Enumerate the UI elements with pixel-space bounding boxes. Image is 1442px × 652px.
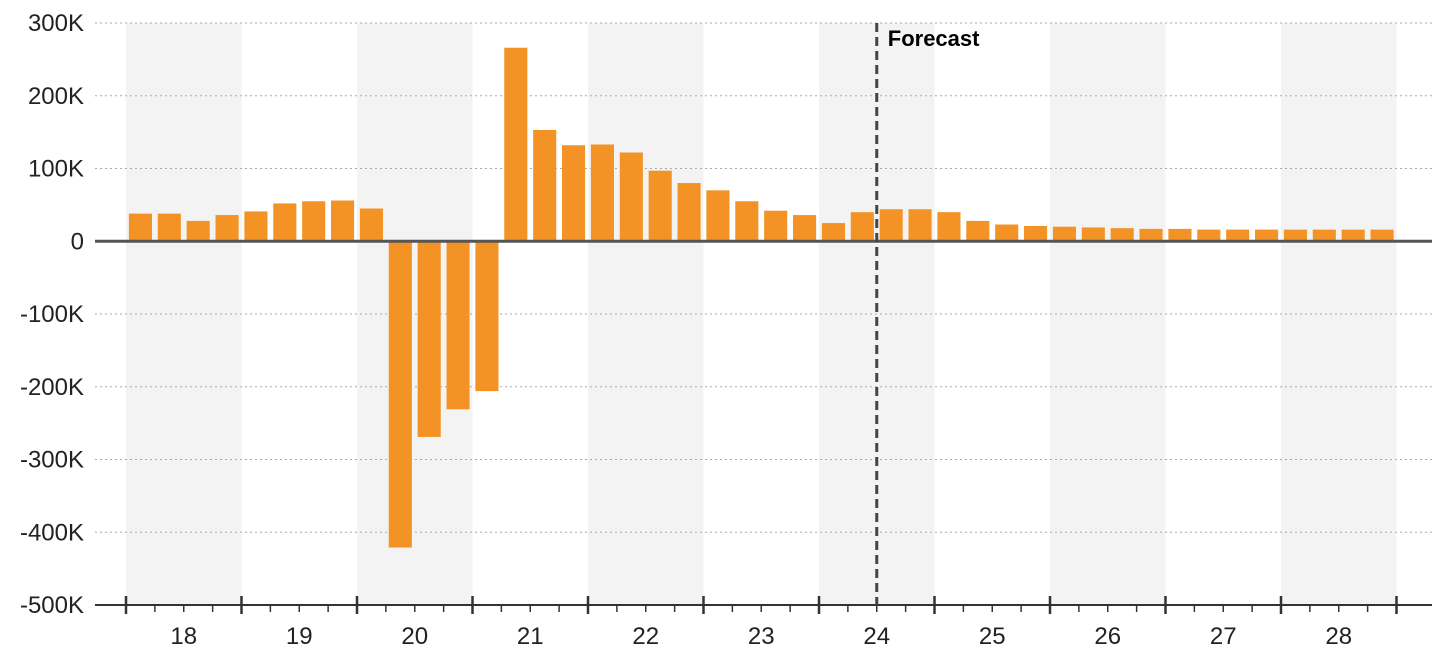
- bar: [706, 190, 730, 242]
- bar: [793, 215, 817, 242]
- bar: [331, 200, 355, 242]
- x-tick-label: 27: [1210, 623, 1237, 650]
- bar: [562, 145, 586, 242]
- bar: [1110, 228, 1134, 242]
- y-tick-label: -400K: [20, 519, 84, 546]
- bar: [504, 47, 528, 242]
- x-tick-label: 22: [632, 623, 659, 650]
- bar: [157, 213, 181, 242]
- bar: [128, 213, 152, 242]
- bar: [1226, 229, 1250, 242]
- x-tick-label: 25: [979, 623, 1006, 650]
- year-shade-26: [1050, 23, 1166, 605]
- bar: [417, 241, 441, 437]
- bar: [1052, 226, 1076, 242]
- bar: [850, 212, 874, 242]
- bar: [821, 223, 845, 242]
- bar: [302, 201, 326, 242]
- bars: [128, 47, 1394, 548]
- x-tick-label: 18: [170, 623, 197, 650]
- bar: [1197, 229, 1221, 242]
- gridlines: [95, 22, 1432, 533]
- bar: [359, 208, 383, 242]
- bar: [446, 241, 470, 410]
- year-shading: [126, 23, 1397, 605]
- y-tick-label: 200K: [28, 83, 84, 110]
- bar: [677, 183, 701, 242]
- x-tick-label: 26: [1094, 623, 1121, 650]
- year-shade-18: [126, 23, 242, 605]
- bar: [388, 241, 412, 548]
- x-tick-label: 19: [286, 623, 313, 650]
- bar: [1024, 225, 1048, 242]
- bar: [186, 220, 210, 242]
- bar: [1312, 229, 1336, 242]
- x-tick-label: 20: [401, 623, 428, 650]
- y-tick-label: -500K: [20, 592, 84, 619]
- x-tick-label: 21: [517, 623, 544, 650]
- y-tick-label: 300K: [28, 10, 84, 37]
- bar: [590, 144, 614, 242]
- bar: [879, 209, 903, 242]
- forecast-label: Forecast: [888, 26, 980, 51]
- bar: [1139, 228, 1163, 242]
- x-tick-label: 23: [748, 623, 775, 650]
- y-tick-label: 100K: [28, 156, 84, 183]
- bar: [908, 209, 932, 242]
- y-axis: 300K 200K 100K 0 -100K -200K -300K -400K -500K: [20, 10, 84, 619]
- forecast-marker: Forecast: [875, 23, 980, 605]
- x-tick-label: 24: [863, 623, 890, 650]
- bar: [1168, 228, 1192, 242]
- bar: [1341, 229, 1365, 242]
- bar: [1081, 227, 1105, 242]
- bar: [475, 241, 499, 392]
- y-tick-label: -200K: [20, 374, 84, 401]
- bar: [244, 211, 268, 242]
- bar: [619, 152, 643, 242]
- x-axis: 18 19 20 21 22 23 24 25 26 27 28: [95, 596, 1432, 650]
- x-tick-label: 28: [1325, 623, 1352, 650]
- bar: [1255, 229, 1279, 242]
- y-tick-label: -300K: [20, 447, 84, 474]
- bar: [966, 220, 990, 242]
- bar: [1370, 229, 1394, 242]
- y-tick-label: 0: [71, 228, 84, 255]
- bar: [648, 170, 672, 242]
- bar: [764, 210, 788, 242]
- bar: [215, 215, 239, 242]
- bar: [1283, 229, 1307, 242]
- bar: [735, 201, 759, 242]
- bar: [273, 203, 297, 242]
- year-shade-28: [1281, 23, 1397, 605]
- bar: [995, 224, 1019, 242]
- bar: [937, 212, 961, 242]
- bar: [533, 129, 557, 242]
- y-tick-label: -100K: [20, 301, 84, 328]
